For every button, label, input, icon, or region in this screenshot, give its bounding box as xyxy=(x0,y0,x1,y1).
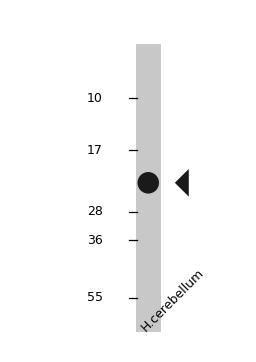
Text: 28: 28 xyxy=(87,205,103,218)
Polygon shape xyxy=(175,169,189,197)
Ellipse shape xyxy=(137,172,159,194)
FancyBboxPatch shape xyxy=(136,45,161,332)
Text: 55: 55 xyxy=(87,291,103,304)
Text: 36: 36 xyxy=(87,234,103,247)
Text: 10: 10 xyxy=(87,92,103,105)
Text: H.cerebellum: H.cerebellum xyxy=(139,266,207,334)
Text: 17: 17 xyxy=(87,144,103,157)
